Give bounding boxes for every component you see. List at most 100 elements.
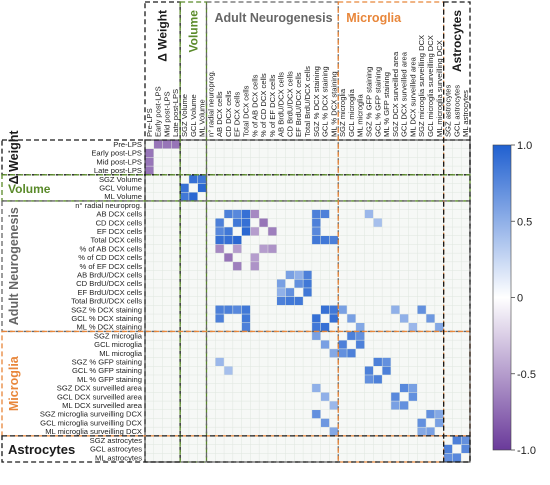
- heatmap-cell: [145, 166, 154, 175]
- heatmap-cell: [259, 244, 268, 254]
- group-label-row: Astrocytes: [8, 442, 75, 457]
- heatmap-cell: [153, 140, 163, 149]
- row-label: GCL % GFP staining: [72, 366, 142, 375]
- heatmap-cell: [241, 322, 251, 332]
- heatmap-cell: [311, 235, 321, 245]
- row-label: ML % DCX staining: [76, 323, 142, 332]
- heatmap-cell: [390, 401, 400, 410]
- column-label: SGZ DCX surveilled area: [391, 51, 400, 137]
- heatmap-cell: [320, 209, 330, 219]
- heatmap-cell: [417, 427, 427, 436]
- heatmap-cell: [232, 305, 242, 315]
- heatmap-cell: [285, 287, 295, 297]
- heatmap-cells: [145, 140, 470, 462]
- heatmap-cell: [347, 348, 356, 358]
- column-label: SGZ % GFP staining: [364, 67, 373, 137]
- heatmap-cell: [382, 357, 391, 367]
- row-label: Early post-LPS: [91, 149, 142, 158]
- heatmap-cell: [224, 366, 233, 375]
- column-label: ML astrocytes: [461, 90, 470, 137]
- heatmap-cell: [171, 140, 181, 149]
- heatmap-cell: [338, 305, 348, 315]
- heatmap-cell: [320, 322, 330, 332]
- row-label: AB BrdU/DCX cells: [77, 270, 142, 279]
- column-label: Mid post-LPS: [162, 91, 171, 137]
- colorbar-tick-label: 0: [517, 293, 523, 305]
- heatmap-cell: [215, 218, 225, 228]
- heatmap-cell: [250, 253, 260, 262]
- colorbar-scale: [492, 144, 512, 451]
- heatmap-cell: [276, 279, 286, 288]
- row-label: SGZ % DCX staining: [71, 305, 142, 314]
- group-label-col: Astrocytes: [450, 10, 464, 72]
- heatmap-cell: [338, 348, 348, 358]
- heatmap-cell: [408, 322, 418, 332]
- row-label: % of AB DCX cells: [80, 244, 143, 253]
- heatmap-cell: [250, 209, 260, 219]
- heatmap-cell: [364, 366, 374, 375]
- row-label: Mid post-LPS: [96, 157, 142, 166]
- heatmap-cell: [320, 305, 330, 315]
- heatmap-cell: [311, 331, 321, 341]
- row-label: GCL DCX surveilled area: [57, 392, 143, 401]
- heatmap-cell: [311, 409, 321, 419]
- heatmap-cell: [180, 183, 189, 193]
- colorbar-tick-label: -1.0: [517, 445, 536, 457]
- row-label: GCL astrocytes: [90, 445, 142, 454]
- column-label: GCL microglia surveilling DCX: [426, 35, 435, 137]
- row-label: SGZ % GFP staining: [72, 358, 142, 367]
- group-box-col: [442, 1, 471, 463]
- row-label: Total DCX cells: [91, 236, 143, 245]
- heatmap-cell: [232, 209, 242, 219]
- heatmap-cell: [355, 322, 365, 332]
- column-label: SGZ Volume: [180, 94, 189, 137]
- colorbar-tick-label: 0.5: [517, 216, 532, 228]
- heatmap-cell: [320, 340, 330, 349]
- heatmap-cell: [399, 383, 409, 393]
- heatmap-cell: [145, 157, 154, 167]
- heatmap-cell: [434, 418, 444, 428]
- heatmap-cell: [224, 305, 233, 315]
- column-label: AB DCX cells: [215, 91, 224, 137]
- column-label: Late post-LPS: [171, 89, 180, 137]
- column-label: GCL Volume: [189, 94, 198, 137]
- row-label: SGZ DCX surveilled area: [57, 384, 143, 393]
- column-label: % of EF DCX cells: [268, 74, 277, 137]
- column-label: ML Volume: [198, 99, 207, 137]
- heatmap-cell: [215, 227, 225, 236]
- heatmap-cell: [232, 244, 242, 254]
- heatmap-cell: [320, 235, 330, 245]
- heatmap-cell: [382, 366, 391, 375]
- row-label: % of CD DCX cells: [78, 253, 142, 262]
- group-label-row: Adult Neurogenesis: [7, 207, 21, 325]
- heatmap-cell: [267, 244, 277, 254]
- heatmap-cell: [399, 314, 409, 323]
- column-label: SGZ microglia: [338, 88, 347, 137]
- column-label: SGZ astrocytes: [444, 84, 453, 137]
- heatmap-cell: [311, 218, 321, 228]
- heatmap-cell: [329, 305, 339, 315]
- column-labels: Pre-LPS Early post-LPS Mid post-LPS Late po…: [145, 35, 470, 137]
- heatmap-cell: [241, 314, 251, 323]
- column-label: ML microglia: [356, 93, 365, 137]
- heatmap-cell: [347, 314, 356, 323]
- group-label-col: Adult Neurogenesis: [214, 11, 332, 25]
- colorbar: 1.0 0.5 0 -0.5 -1.0: [492, 140, 536, 457]
- heatmap-cell: [188, 192, 198, 201]
- group-label-col: Volume: [186, 10, 200, 53]
- row-label: SGZ microglia surveilling DCX: [40, 410, 142, 419]
- heatmap-cell: [294, 270, 304, 280]
- row-label: GCL Volume: [99, 183, 142, 192]
- heatmap-cell: [241, 227, 251, 236]
- heatmap-cell: [215, 314, 225, 323]
- heatmap-cell: [390, 392, 400, 402]
- heatmap-cell: [145, 148, 154, 158]
- heatmap-cell: [276, 287, 286, 297]
- column-label: AB BrdU/DCX cells: [277, 72, 286, 137]
- heatmap-cell: [224, 235, 233, 245]
- heatmap-cell: [294, 296, 304, 306]
- heatmap-cell: [197, 174, 207, 184]
- row-label: ML microglia surveilling DCX: [45, 427, 142, 436]
